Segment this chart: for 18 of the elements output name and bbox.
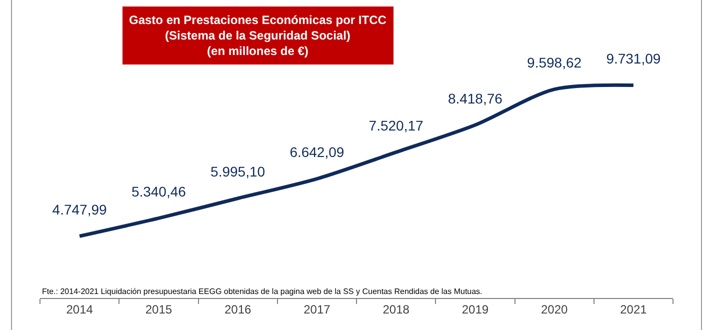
x-tick-label: 2020 [540,302,568,316]
data-label: 9.598,62 [527,54,582,71]
x-tick-label: 2021 [620,302,648,316]
data-label: 5.995,10 [210,164,266,180]
chart-title: Gasto en Prestaciones Económicas por ITCC (Sistema de la Seguridad Social) (en millones de €) [129,13,387,58]
data-label: 5.340,46 [131,184,186,200]
data-label: 7.520,17 [368,118,424,134]
data-label: 9.731,09 [606,50,661,67]
data-label: 4.747,99 [52,201,108,218]
text: Fte.: 2014-2021 Liquidación presupuestaria EEGG obtenidas de la pagina web de la SS y Cuentas Rendidas de las Mutuas. [42,287,482,296]
x-tick-label: 2016 [224,302,252,316]
x-tick-label: 2015 [145,302,172,316]
x-tick-label: 2019 [462,302,489,316]
x-tick-label: 2018 [382,302,410,316]
x-tick-label: 2017 [304,302,331,316]
x-tick-label: 2014 [66,302,94,316]
data-label: 8.418,76 [448,90,503,106]
data-label: 6.642,09 [290,144,344,160]
